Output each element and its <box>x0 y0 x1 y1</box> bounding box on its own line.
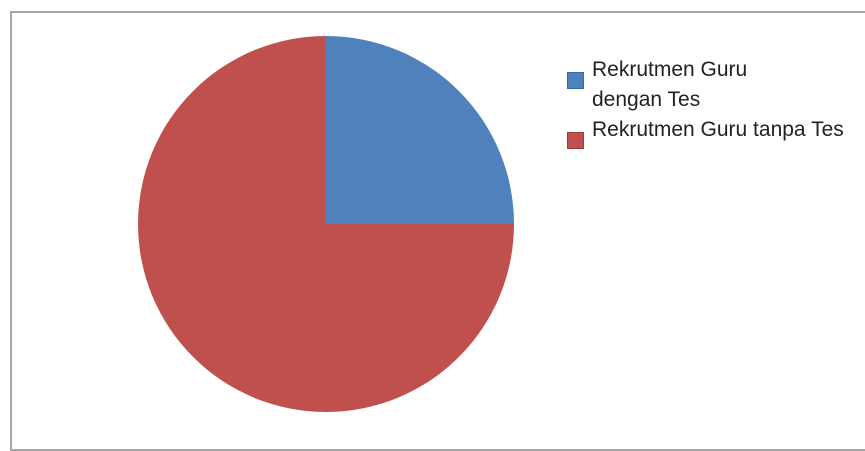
legend-swatch-with-test <box>567 72 584 89</box>
pie-chart <box>138 36 514 412</box>
legend-label-with-test: Rekrutmen Guru dengan Tes <box>592 58 748 111</box>
pie-slice-without-test <box>138 36 514 412</box>
legend-item-without-test: Rekrutmen Guru tanpa Tes <box>567 115 865 149</box>
legend-item-with-test: Rekrutmen Guru dengan Tes <box>567 55 797 115</box>
legend-label-without-test: Rekrutmen Guru tanpa Tes <box>592 118 844 141</box>
pie-slice-with-test <box>326 36 514 224</box>
legend: Rekrutmen Guru dengan Tes Rekrutmen Guru… <box>567 55 865 149</box>
legend-swatch-without-test <box>567 132 584 149</box>
